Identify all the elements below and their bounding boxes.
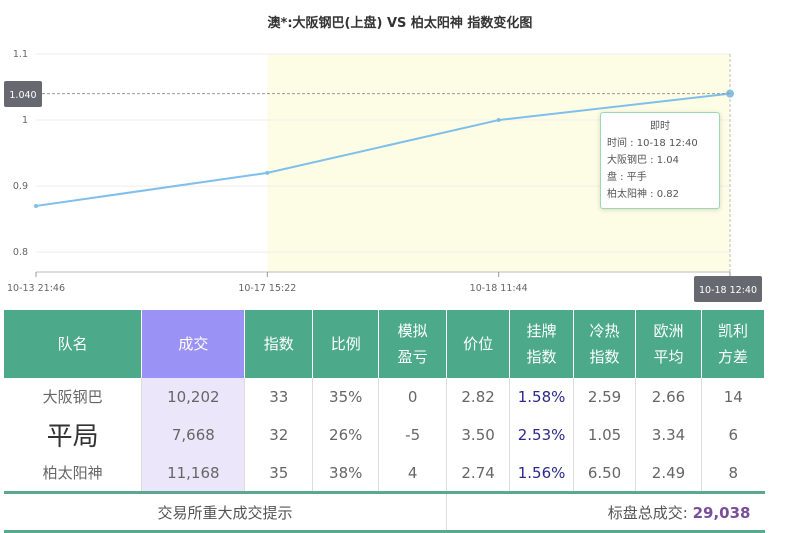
tooltip-title: 即时 xyxy=(650,121,670,132)
table-cell: 2.53% xyxy=(509,415,575,454)
tooltip-line: 盘 : 平手 xyxy=(607,172,647,183)
x-tick-label: 10-13 21:46 xyxy=(7,283,65,294)
table-cell: -5 xyxy=(378,415,448,454)
table-cell: 4 xyxy=(378,454,448,493)
chart-tooltip: 即时 时间 : 10-18 12:40 大阪钢巴 : 1.04 盘 : 平手 柏… xyxy=(600,112,720,209)
table-cell: 6.50 xyxy=(573,454,637,493)
column-header: 模拟 盈亏 xyxy=(378,310,448,378)
y-tick-label: 0.8 xyxy=(13,247,28,258)
chart-title: 澳*:大阪钢巴(上盘) VS 柏太阳神 指数变化图 xyxy=(268,15,533,31)
table-cell: 35 xyxy=(244,454,314,493)
data-point[interactable] xyxy=(34,203,38,208)
table-cell: 大阪钢巴 xyxy=(4,378,143,415)
x-tick-label: 10-18 11:44 xyxy=(470,283,528,294)
column-header: 冷热 指数 xyxy=(573,310,637,378)
table-cell: 2.49 xyxy=(635,454,702,493)
table-row: 柏太阳神 11,168 35 38% 4 2.74 1.56% 6.50 2.49 8 xyxy=(4,454,765,493)
table-cell: 平局 xyxy=(4,415,143,454)
table-cell: 1.05 xyxy=(573,415,637,454)
table-cell: 3.34 xyxy=(635,415,702,454)
column-header: 价位 xyxy=(446,310,511,378)
footer-total-value: 29,038 xyxy=(692,503,751,522)
table-cell: 1.58% xyxy=(509,378,575,415)
odds-table: 队名 成交 指数 比例 模拟 盈亏 价位 挂牌 指数 冷热 指数 欧洲 平均 凯利 方差 大阪钢巴 10,20… xyxy=(4,310,766,533)
x-tick-label: 10-17 15:22 xyxy=(238,283,296,294)
crosshair-y-label: 1.040 xyxy=(9,90,36,101)
column-header: 成交 xyxy=(141,310,246,378)
table-row: 平局 7,668 32 26% -5 3.50 2.53% 1.05 3.34 6 xyxy=(4,415,765,454)
table-cell: 7,668 xyxy=(141,415,246,454)
column-header: 凯利 方差 xyxy=(701,310,766,378)
table-cell: 2.82 xyxy=(446,378,511,415)
table-cell: 33 xyxy=(244,378,314,415)
table-cell: 1.56% xyxy=(509,454,575,493)
table-cell: 10,202 xyxy=(141,378,246,415)
table-cell: 6 xyxy=(728,425,738,444)
crosshair-x-label-bg xyxy=(694,276,762,302)
y-tick-label: 0.9 xyxy=(13,181,28,192)
table-cell: 柏太阳神 xyxy=(4,454,143,493)
table-cell: 0 xyxy=(378,378,448,415)
table-row: 大阪钢巴 10,202 33 35% 0 2.82 1.58% 2.59 2.66 14 xyxy=(4,378,765,415)
footer-total-label: 标盘总成交: xyxy=(607,503,688,522)
table-cell: 26% xyxy=(312,415,380,454)
table-cell: 8 xyxy=(728,463,738,482)
crosshair-x-label: 10-18 12:40 xyxy=(699,285,757,296)
tooltip-line: 柏太阳神 : 0.82 xyxy=(607,189,679,200)
column-header: 比例 xyxy=(312,310,380,378)
table-cell: 2.74 xyxy=(446,454,511,493)
table-cell: 14 xyxy=(723,387,743,406)
crosshair-y-label-bg xyxy=(4,81,42,107)
table-cell: 11,168 xyxy=(141,454,246,493)
column-header: 欧洲 平均 xyxy=(635,310,702,378)
table-cell: 2.59 xyxy=(573,378,637,415)
column-header: 挂牌 指数 xyxy=(509,310,575,378)
table-cell: 2.66 xyxy=(635,378,702,415)
data-point[interactable] xyxy=(496,118,501,123)
table-cell: 38% xyxy=(312,454,380,493)
column-header: 队名 xyxy=(4,310,143,378)
tooltip-line: 时间 : 10-18 12:40 xyxy=(607,138,698,149)
series-line xyxy=(35,92,731,207)
data-point[interactable] xyxy=(265,170,270,175)
y-tick-label: 1 xyxy=(22,115,28,126)
table-cell: 32 xyxy=(244,415,314,454)
table-cell: 3.50 xyxy=(446,415,511,454)
tooltip-line: 大阪钢巴 : 1.04 xyxy=(607,155,679,166)
column-header: 指数 xyxy=(244,310,314,378)
y-tick-label: 1.1 xyxy=(13,49,28,60)
table-cell: 35% xyxy=(312,378,380,415)
